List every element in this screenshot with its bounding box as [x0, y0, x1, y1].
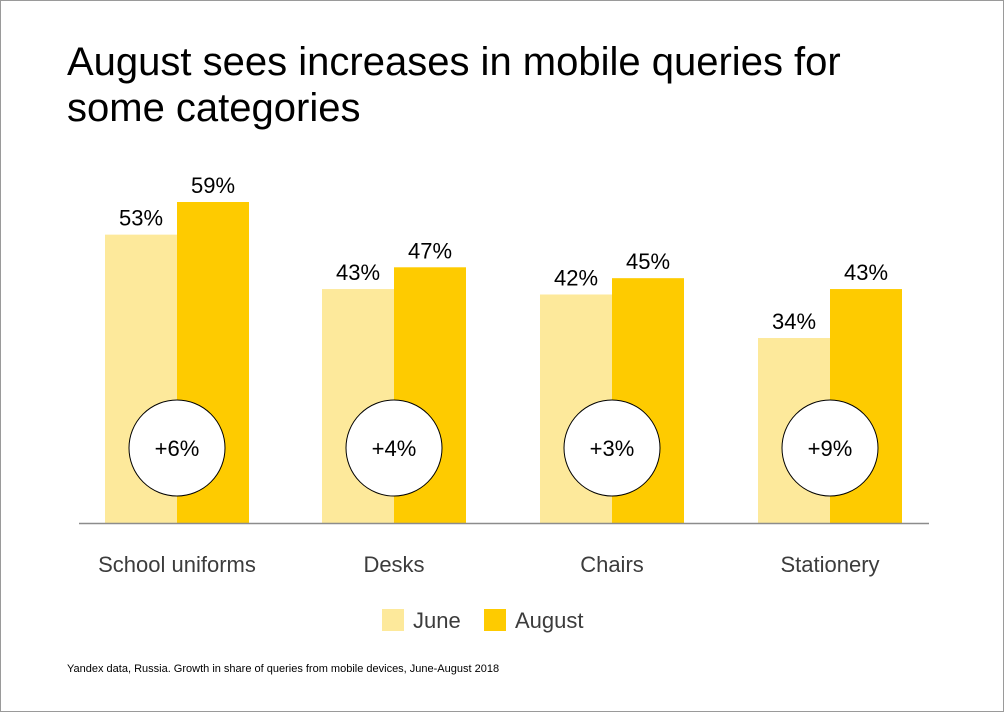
- data-label-june-2: 43%: [336, 260, 380, 285]
- data-label-august-3: 45%: [626, 249, 670, 274]
- legend-label-june: June: [413, 608, 461, 633]
- data-label-august-4: 43%: [844, 260, 888, 285]
- category-label-2: Desks: [363, 552, 424, 577]
- data-label-june-3: 42%: [554, 265, 598, 290]
- legend-label-august: August: [515, 608, 584, 633]
- legend-swatch-august: [484, 609, 506, 631]
- growth-label-3: +3%: [590, 436, 635, 461]
- chart-title: August sees increases in mobile queries …: [67, 40, 841, 130]
- growth-circle-4: [781, 399, 879, 497]
- data-label-august-2: 47%: [408, 238, 452, 263]
- growth-label-1: +6%: [155, 436, 200, 461]
- data-label-june-1: 53%: [119, 206, 163, 231]
- data-label-june-4: 34%: [772, 309, 816, 334]
- legend-swatch-june: [382, 609, 404, 631]
- category-label-1: School uniforms: [98, 552, 256, 577]
- growth-label-2: +4%: [372, 436, 417, 461]
- growth-circle-3: [563, 399, 661, 497]
- data-label-august-1: 59%: [191, 173, 235, 198]
- growth-label-4: +9%: [808, 436, 853, 461]
- growth-circle-1: [128, 399, 226, 497]
- footnote: Yandex data, Russia. Growth in share of …: [67, 663, 500, 675]
- growth-circle-2: [345, 399, 443, 497]
- category-label-3: Chairs: [580, 552, 644, 577]
- category-label-4: Stationery: [780, 552, 879, 577]
